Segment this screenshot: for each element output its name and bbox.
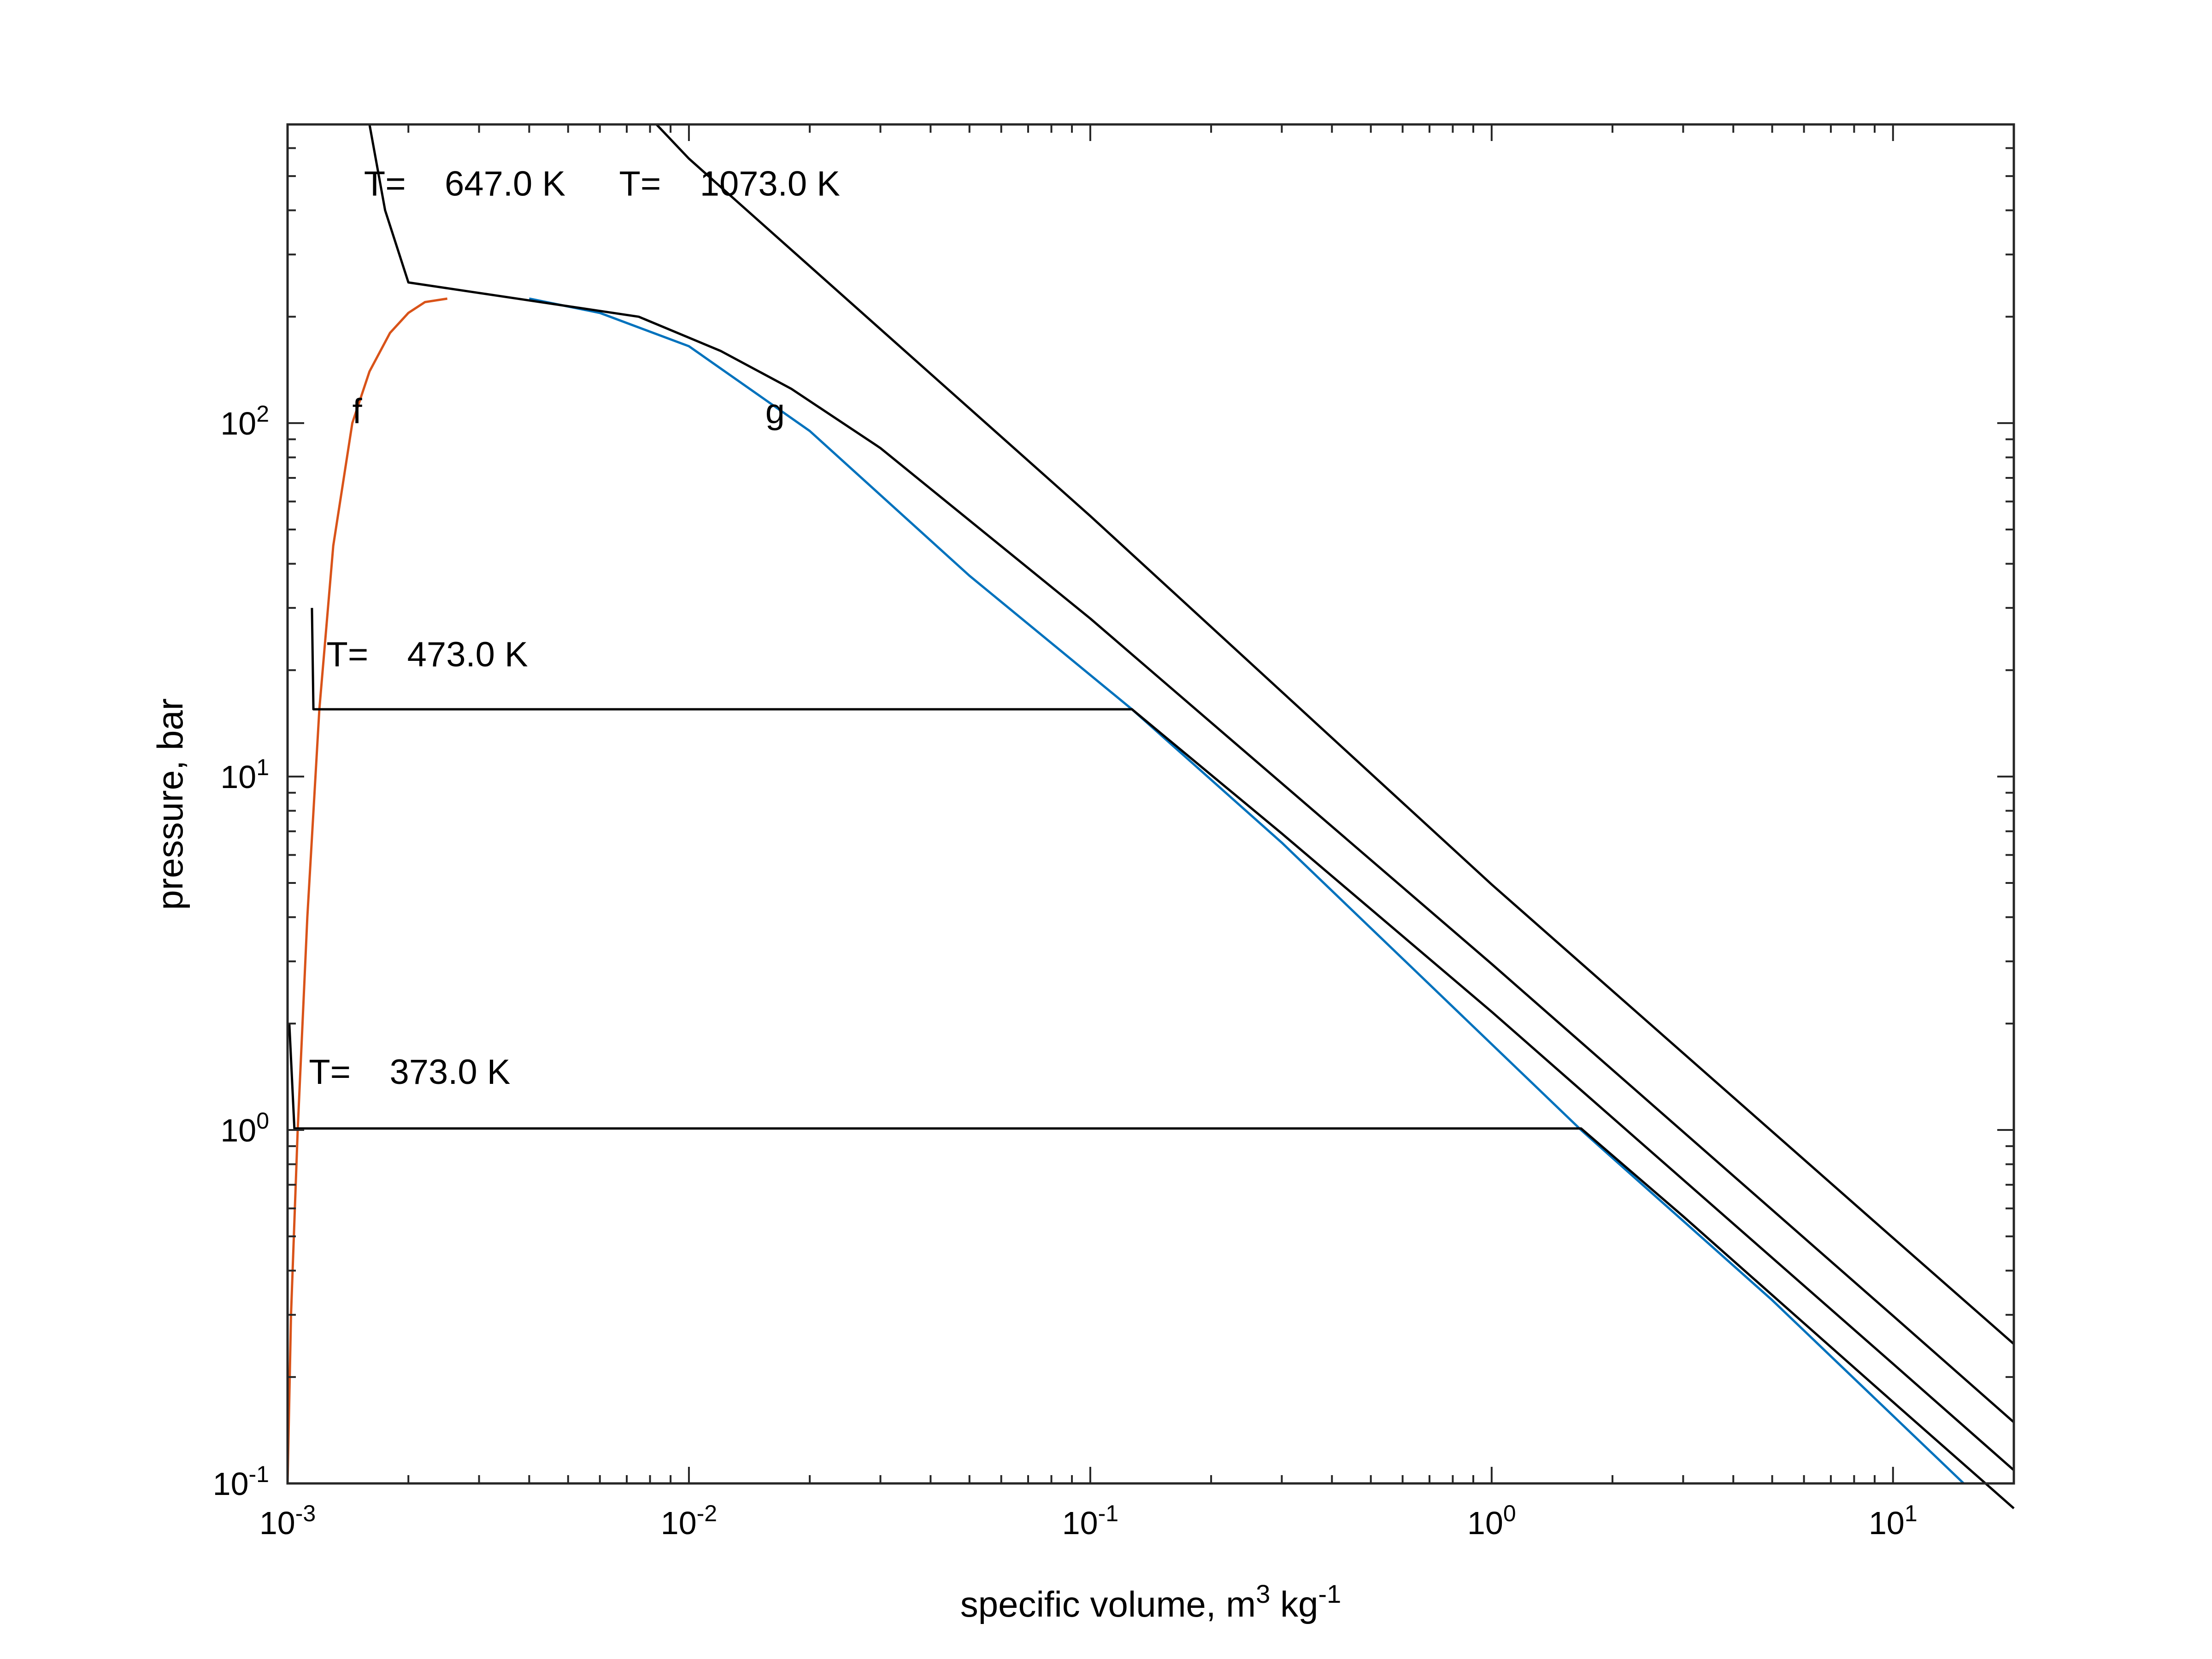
x-axis-label: specific volume, m3 kg-1 (960, 1579, 1341, 1624)
y-tick-label: 102 (220, 401, 269, 441)
series-line-3 (311, 608, 2015, 1471)
x-tick-label: 101 (1869, 1500, 1918, 1541)
y-axis-label: pressure, bar (150, 698, 190, 910)
y-tick-label: 101 (220, 754, 269, 795)
y-tick-label: 100 (220, 1108, 269, 1148)
x-tick-label: 10-2 (661, 1500, 717, 1541)
annotation-label-2: T= 473.0 K (326, 635, 528, 674)
annotation-label-0: T= 647.0 K (364, 165, 565, 204)
series-line-5 (655, 124, 2015, 1345)
annotation-label-3: T= 373.0 K (309, 1053, 510, 1092)
x-tick-label: 10-1 (1062, 1500, 1118, 1541)
x-tick-label: 100 (1467, 1500, 1516, 1541)
annotation-layer: T= 647.0 K T= 1073.0 K T= 473.0 K T= 373.0 … (309, 165, 840, 1092)
y-tick-label: 10-1 (213, 1461, 269, 1502)
series-line-2 (288, 1024, 2015, 1509)
annotation-label-1: T= 1073.0 K (619, 165, 840, 204)
plot-frame (286, 123, 2015, 1485)
series-line-4 (368, 124, 2015, 1424)
series-line-1 (529, 297, 1965, 1484)
annotation-label-5: g (765, 392, 785, 431)
labels-layer: 10-3 10-2 10-1 100 101 10-1 100 101 102 (213, 401, 1918, 1541)
annotation-label-4: f (353, 392, 363, 431)
series-line-0 (286, 297, 447, 1484)
x-tick-label: 10-3 (259, 1500, 316, 1541)
series-layer (286, 124, 2015, 1509)
